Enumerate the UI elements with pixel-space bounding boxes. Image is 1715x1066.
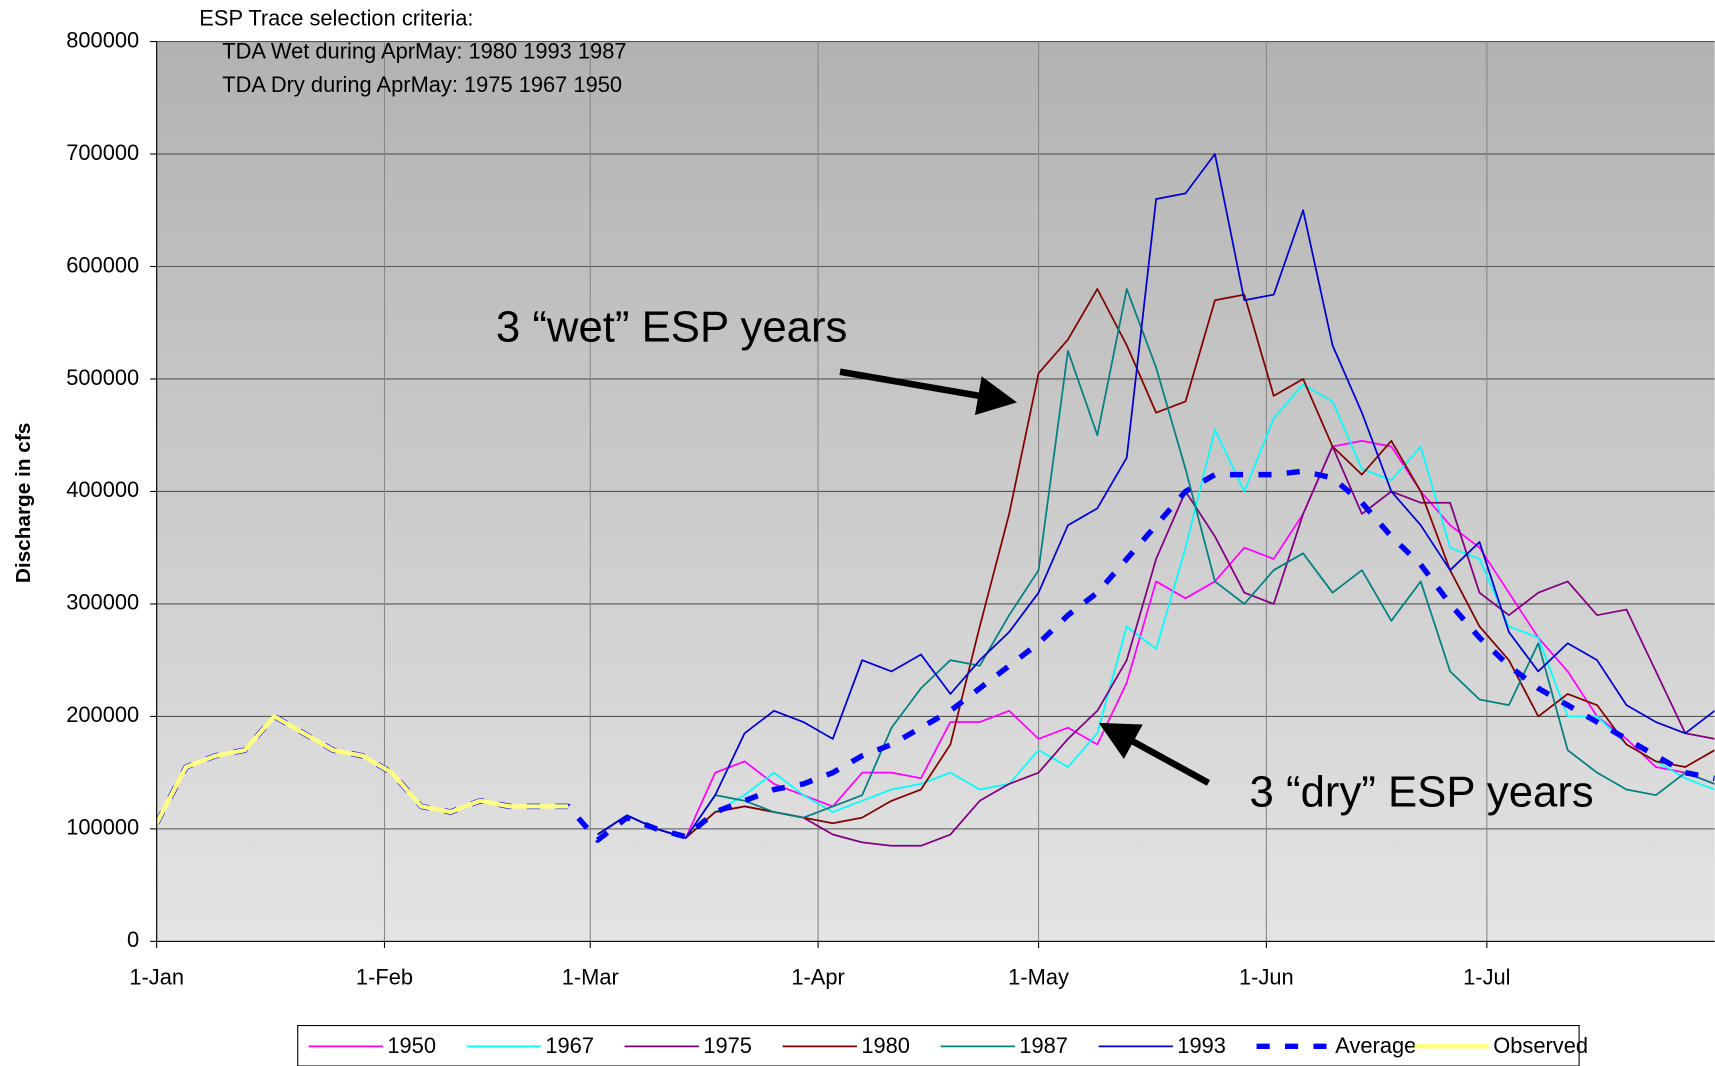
note: ESP Trace selection criteria: (199, 5, 473, 30)
y-axis-label: Discharge in cfs (12, 423, 35, 583)
legend-label: 1987 (1019, 1033, 1068, 1058)
series-line (597, 288, 1715, 839)
legend-label: 1980 (861, 1033, 910, 1058)
note: TDA Dry during AprMay: 1975 1967 1950 (222, 72, 622, 97)
y-tick-label: 200000 (66, 702, 139, 727)
x-tick-label: 1-Jul (1463, 964, 1510, 989)
x-tick-label: 1-Jan (129, 964, 184, 989)
series-line (597, 383, 1715, 839)
note: TDA Wet during AprMay: 1980 1993 1987 (222, 38, 626, 63)
x-tick-label: 1-Jun (1239, 964, 1294, 989)
y-tick-label: 700000 (66, 140, 139, 165)
series-line (156, 468, 1715, 843)
x-tick-label: 1-May (1008, 964, 1069, 989)
series-line (597, 153, 1715, 839)
legend-label: 1967 (545, 1033, 594, 1058)
legend-label: 1993 (1177, 1033, 1226, 1058)
series-line (156, 714, 569, 825)
legend-label: Observed (1493, 1033, 1588, 1058)
arrow (1098, 722, 1211, 786)
x-tick-label: 1-Mar (562, 964, 619, 989)
y-tick-label: 100000 (66, 815, 139, 840)
y-tick-label: 400000 (66, 477, 139, 502)
legend-label: Average (1335, 1033, 1416, 1058)
y-tick-label: 800000 (66, 27, 139, 52)
arrow (839, 368, 1018, 416)
annotation: 3 “dry” ESP years (1250, 767, 1594, 816)
legend-label: 1975 (703, 1033, 752, 1058)
annotation: 3 “wet” ESP years (496, 303, 848, 352)
y-tick-label: 300000 (66, 590, 139, 615)
y-tick-label: 0 (127, 927, 139, 952)
x-tick-label: 1-Apr (791, 964, 844, 989)
y-tick-label: 500000 (66, 365, 139, 390)
x-tick-label: 1-Feb (356, 964, 413, 989)
y-tick-label: 600000 (66, 252, 139, 277)
legend-label: 1950 (387, 1033, 436, 1058)
